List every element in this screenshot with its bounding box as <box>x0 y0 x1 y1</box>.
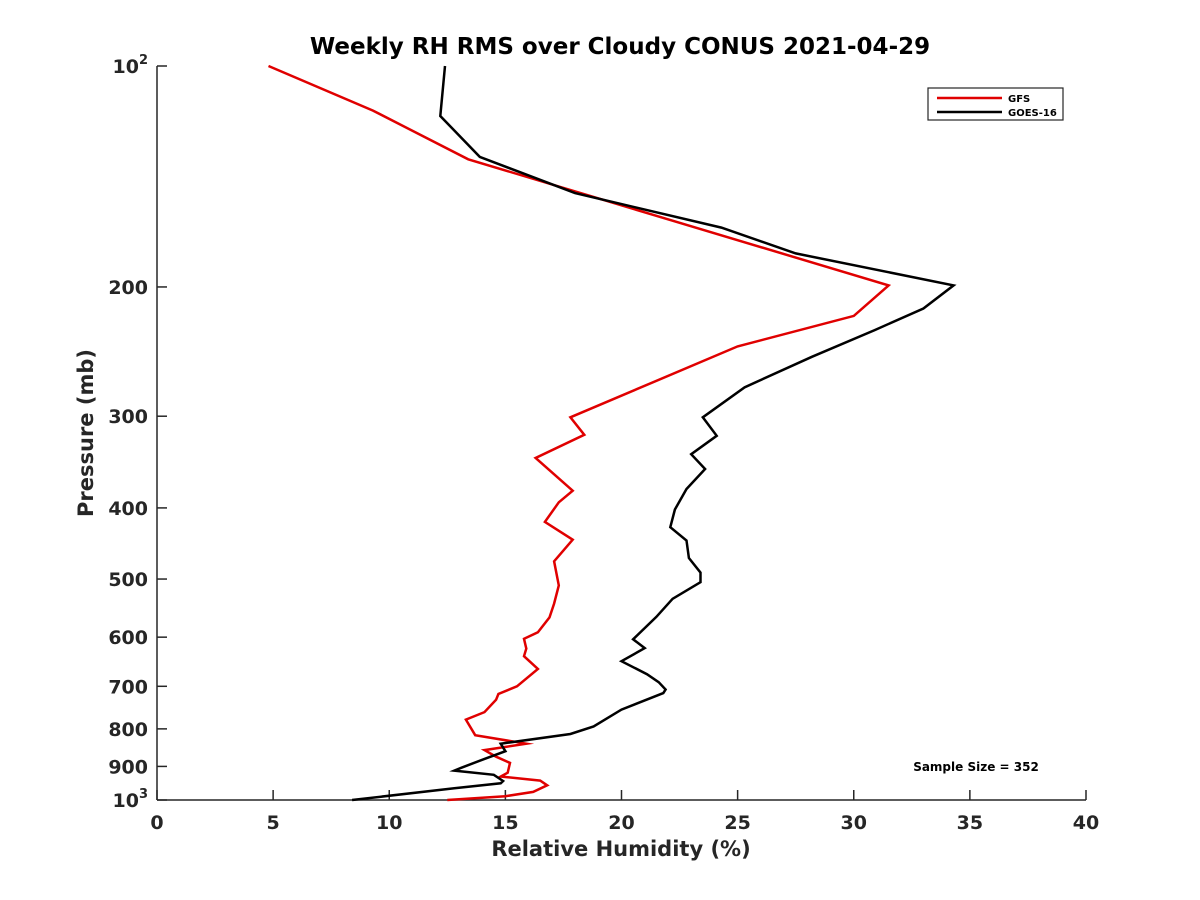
y-tick-label: 300 <box>108 406 148 428</box>
x-tick-label: 20 <box>608 812 634 834</box>
chart-title: Weekly RH RMS over Cloudy CONUS 2021-04-… <box>310 34 930 60</box>
y-tick-base: 10 <box>113 790 139 812</box>
y-tick-label: 400 <box>108 498 148 520</box>
x-tick-label: 5 <box>267 812 280 834</box>
x-tick-label: 0 <box>150 812 163 834</box>
x-axis-label: Relative Humidity (%) <box>491 837 750 861</box>
y-tick-label: 800 <box>108 719 148 741</box>
series-layer <box>268 64 957 802</box>
x-tick-label: 10 <box>376 812 402 834</box>
y-axis-label: Pressure (mb) <box>74 349 98 517</box>
legend-box <box>927 87 1064 121</box>
x-tick-label: 30 <box>841 812 867 834</box>
x-tick-label: 25 <box>724 812 750 834</box>
series-line-goes-16 <box>351 65 957 802</box>
y-tick-exponent: 2 <box>139 53 148 68</box>
x-tick-label: 40 <box>1073 812 1099 834</box>
plot-area <box>156 66 1086 801</box>
y-tick-label: 500 <box>108 569 148 591</box>
series-line-gfs <box>268 64 892 802</box>
legend-label-goes-16: GOES-16 <box>1008 108 1057 119</box>
sample-size-annotation: Sample Size = 352 <box>913 760 1039 774</box>
x-ticks: 0 5 10 15 20 25 30 35 40 <box>150 790 1099 834</box>
y-tick-label: 700 <box>108 676 148 698</box>
y-tick-label: 900 <box>108 756 148 778</box>
y-tick-label: 102 <box>113 53 149 78</box>
y-tick-label: 103 <box>113 787 149 812</box>
y-tick-exponent: 3 <box>139 787 148 802</box>
legend: GFS GOES-16 <box>927 87 1064 121</box>
legend-label-gfs: GFS <box>1008 94 1030 105</box>
y-tick-label: 600 <box>108 627 148 649</box>
x-tick-label: 15 <box>492 812 518 834</box>
x-tick-label: 35 <box>957 812 983 834</box>
y-tick-base: 10 <box>113 56 139 78</box>
y-tick-label: 200 <box>108 277 148 299</box>
